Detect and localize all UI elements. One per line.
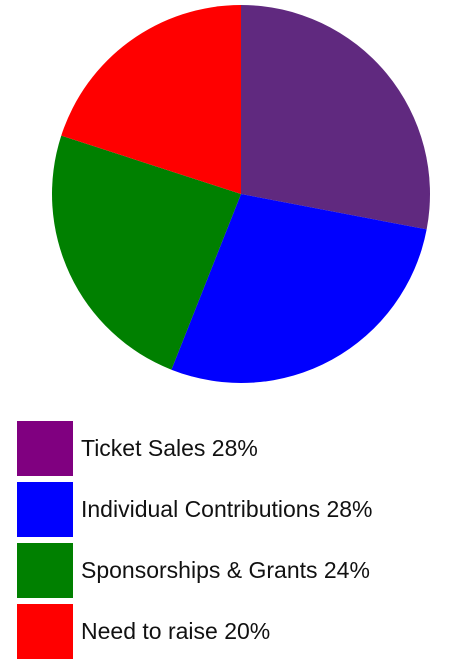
legend-label-need-to-raise: Need to raise 20%	[81, 618, 271, 644]
legend-swatch-ticket-sales	[17, 421, 73, 476]
legend-swatch-individual-contributions	[17, 482, 73, 537]
pie-chart	[51, 5, 430, 384]
legend-label-sponsorships-grants: Sponsorships & Grants 24%	[81, 557, 370, 583]
legend-item-sponsorships-grants: Sponsorships & Grants 24%	[17, 543, 466, 598]
pie-slice-ticket-sales	[241, 5, 430, 230]
legend: Ticket Sales 28% Individual Contribution…	[17, 421, 466, 665]
legend-swatch-sponsorships-grants	[17, 543, 73, 598]
legend-label-ticket-sales: Ticket Sales 28%	[81, 435, 258, 461]
pie-slice-sponsorships-grants	[51, 135, 241, 370]
legend-swatch-need-to-raise	[17, 604, 73, 659]
legend-item-need-to-raise: Need to raise 20%	[17, 604, 466, 659]
legend-item-individual-contributions: Individual Contributions 28%	[17, 482, 466, 537]
legend-item-ticket-sales: Ticket Sales 28%	[17, 421, 466, 476]
legend-label-individual-contributions: Individual Contributions 28%	[81, 496, 373, 522]
pie-slice-need-to-raise	[61, 5, 241, 194]
pie-slice-individual-contributions	[171, 194, 427, 384]
